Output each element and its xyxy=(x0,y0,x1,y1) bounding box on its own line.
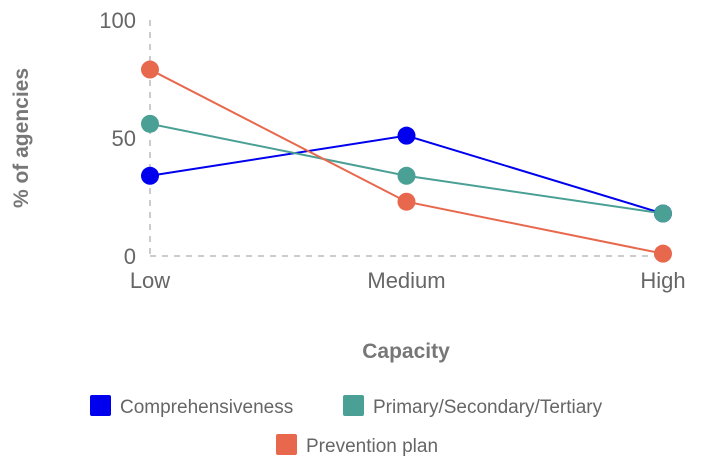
legend-item[interactable]: Prevention plan xyxy=(276,434,438,457)
legend-label: Primary/Secondary/Tertiary xyxy=(373,397,603,418)
legend-swatch xyxy=(343,395,364,416)
data-point[interactable] xyxy=(397,166,416,185)
y-axis-title: % of agencies xyxy=(10,68,33,208)
data-point[interactable] xyxy=(654,204,672,223)
series-lines xyxy=(149,68,664,255)
x-tick-label: Medium xyxy=(367,268,445,293)
data-point[interactable] xyxy=(141,60,159,79)
data-point[interactable] xyxy=(141,166,159,185)
x-tick-label: Low xyxy=(130,268,170,293)
legend-item[interactable]: Primary/Secondary/Tertiary xyxy=(343,395,603,418)
legend-label: Comprehensiveness xyxy=(120,397,293,418)
data-point[interactable] xyxy=(397,126,416,145)
data-point[interactable] xyxy=(141,114,159,133)
y-tick-label: 50 xyxy=(112,126,136,151)
series-line xyxy=(149,68,664,255)
data-point[interactable] xyxy=(397,192,416,211)
y-tick-labels: 0 50 100 xyxy=(99,8,136,269)
legend-swatch xyxy=(90,395,111,416)
axes xyxy=(149,20,663,257)
legend-label: Prevention plan xyxy=(306,436,438,457)
x-axis-title: Capacity xyxy=(362,340,450,363)
y-tick-label: 0 xyxy=(124,244,136,269)
legend: Comprehensiveness Primary/Secondary/Terti… xyxy=(90,395,603,457)
series-points xyxy=(141,60,672,263)
legend-item[interactable]: Comprehensiveness xyxy=(90,395,293,418)
legend-swatch xyxy=(276,434,297,455)
x-tick-label: High xyxy=(640,268,685,293)
data-point[interactable] xyxy=(654,244,672,263)
y-tick-label: 100 xyxy=(99,8,136,33)
x-tick-labels: Low Medium High xyxy=(130,268,686,293)
